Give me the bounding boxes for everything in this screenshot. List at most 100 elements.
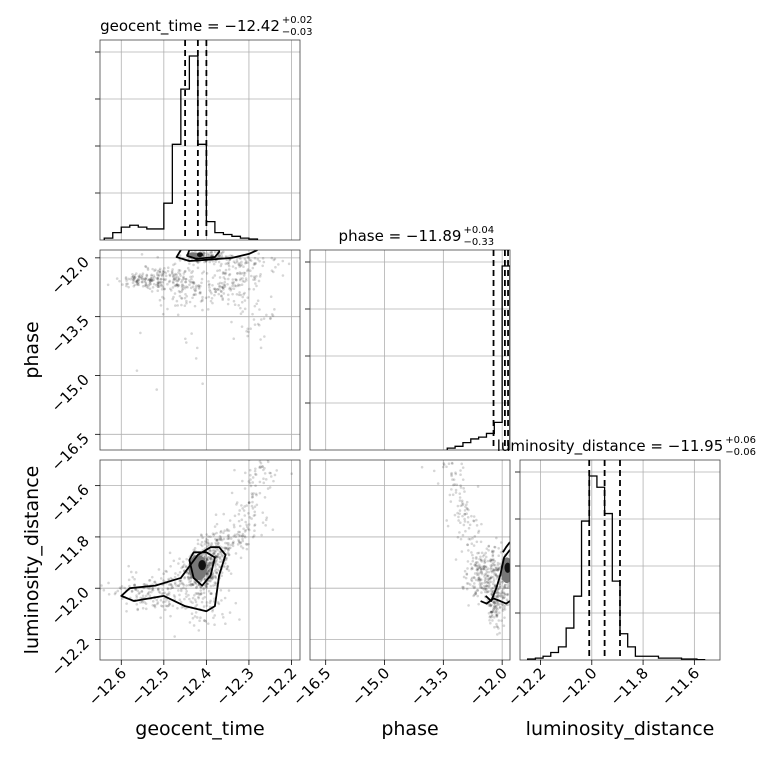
xtick-label-geocent_time-4: −12.2 [255, 664, 300, 709]
scatter-point [184, 269, 187, 273]
scatter-point [234, 284, 238, 288]
scatter-point [213, 569, 217, 573]
scatter-point [193, 289, 197, 293]
scatter-point [231, 254, 234, 258]
scatter-point [205, 585, 208, 589]
scatter-point [203, 619, 206, 622]
scatter-point [497, 594, 501, 598]
scatter-point [262, 468, 265, 472]
scatter-point [178, 272, 182, 276]
scatter-point [478, 578, 482, 581]
scatter-point [227, 264, 231, 268]
scatter-point [243, 514, 247, 517]
title-minus-phase: −0.33 [463, 237, 494, 248]
scatter-point [158, 285, 161, 288]
scatter-point [212, 548, 215, 552]
scatter-point [192, 293, 196, 296]
scatter-point [150, 290, 154, 293]
scatter-point [224, 262, 228, 266]
scatter-point [273, 257, 277, 261]
scatter-point [218, 276, 222, 279]
scatter-point [493, 559, 497, 563]
scatter-point [255, 274, 258, 278]
scatter-point [208, 286, 211, 289]
scatter-point [477, 573, 480, 576]
scatter-point [480, 571, 484, 574]
scatter-point [254, 473, 258, 476]
scatter-point [459, 537, 463, 541]
scatter-point [270, 256, 274, 260]
scatter-point [471, 567, 474, 570]
scatter-point [254, 261, 257, 265]
scatter-point [261, 511, 265, 514]
scatter-point [451, 493, 455, 497]
scatter-point [148, 587, 151, 591]
scatter-point [450, 471, 453, 475]
scatter-point [258, 466, 261, 469]
scatter-point [216, 601, 220, 604]
scatter-point [160, 604, 163, 608]
scatter-point [187, 577, 191, 580]
scatter-point [490, 610, 494, 614]
scatter-point [205, 572, 209, 576]
scatter-point [273, 473, 277, 477]
scatter-point [176, 276, 180, 279]
scatter-point [505, 593, 509, 596]
scatter-point [189, 576, 192, 580]
scatter-point [204, 539, 207, 543]
scatter-point [238, 283, 242, 287]
scatter-point [258, 491, 262, 495]
scatter-point [491, 567, 495, 571]
scatter-point [482, 567, 485, 571]
density-core-1 [198, 560, 206, 571]
scatter-point [211, 259, 215, 263]
xtick-label-phase-3: −12.0 [466, 664, 511, 709]
scatter-point [253, 510, 257, 514]
scatter-point [133, 283, 137, 287]
scatter-point [484, 565, 488, 569]
scatter-point [251, 481, 255, 484]
scatter-point [229, 543, 233, 547]
scatter-point [139, 331, 142, 335]
scatter-point [219, 588, 223, 592]
scatter-point [194, 600, 198, 604]
scatter-point [475, 568, 479, 572]
axis-labels-layer: −12.6−12.5−12.4−12.3−12.2geocent_time−16… [21, 253, 714, 740]
ytick-label-phase-2: −13.5 [48, 312, 93, 357]
scatter-point [492, 569, 495, 572]
scatter-point [137, 279, 140, 282]
scatter-point [207, 253, 211, 257]
scatter-point [230, 320, 233, 324]
scatter-point [166, 587, 170, 590]
scatter-point [488, 615, 492, 619]
scatter-point [146, 592, 150, 595]
scatter-point [252, 278, 255, 281]
scatter-point [209, 290, 212, 293]
scatter-point [120, 585, 124, 588]
scatter-point [511, 582, 514, 585]
scatter-point [177, 278, 181, 281]
scatter-point [184, 280, 188, 284]
scatter-point [137, 278, 140, 282]
scatter-point [155, 598, 159, 602]
scatter-point [483, 581, 487, 585]
scatter-point [290, 472, 294, 476]
scatter-point [141, 274, 144, 278]
scatter-point [249, 473, 252, 477]
scatter-point [254, 492, 258, 496]
scatter-point [135, 369, 139, 372]
scatter-point [215, 571, 218, 574]
scatter-point [243, 307, 247, 311]
scatter-point [277, 263, 280, 266]
scatter-point [158, 281, 161, 285]
scatter-point [210, 292, 213, 295]
scatter-point [118, 279, 121, 283]
scatter-point [211, 283, 214, 287]
scatter-point [251, 312, 254, 316]
scatter-point [240, 263, 243, 266]
scatter-point [488, 577, 491, 580]
scatter-point [200, 281, 203, 285]
scatter-point [458, 512, 461, 516]
scatter-point [507, 584, 510, 588]
scatter-point [219, 552, 222, 555]
